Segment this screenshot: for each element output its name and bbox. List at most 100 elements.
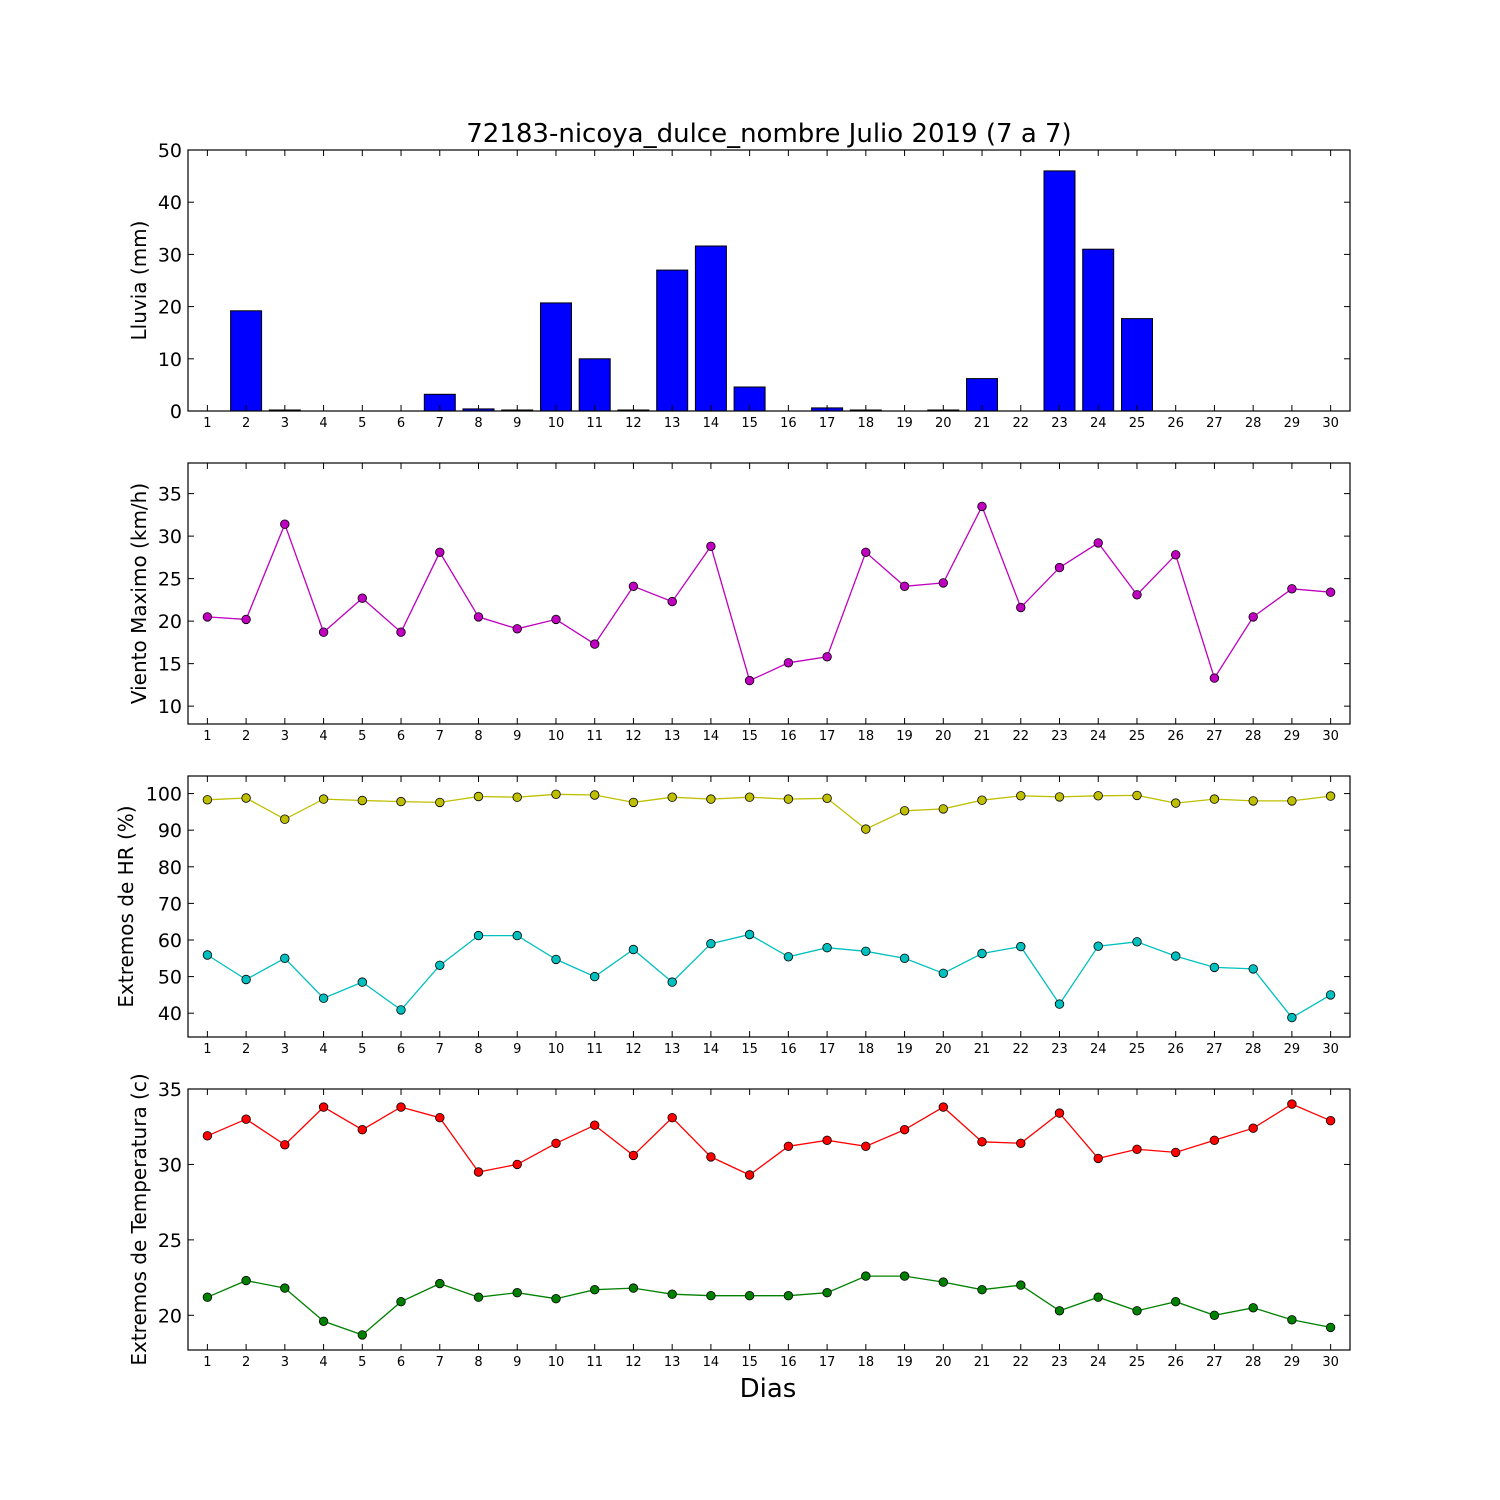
point-s1-day-28 [1248,612,1258,622]
plot-frame [187,1088,1351,1351]
xtick-label: 25 [1129,729,1146,744]
xtick-label: 10 [548,1042,565,1057]
point-s1-day-15 [744,675,755,686]
point-s2-day-28 [1248,964,1258,974]
point-s1-day-11 [590,790,600,800]
point-s2-day-12 [628,944,639,955]
xtick-label: 27 [1206,729,1223,744]
xtick-label: 3 [281,416,289,431]
point-s2-day-17 [822,943,832,953]
point-s1-day-6 [396,1102,406,1112]
point-s1-day-30 [1325,587,1336,597]
xtick-label: 1 [203,416,211,431]
point-s1-day-1 [202,795,213,805]
point-s1-day-29 [1287,1099,1297,1109]
point-s2-day-15 [744,929,755,940]
xtick-label: 2 [242,416,250,431]
point-s1-day-26 [1170,550,1181,560]
point-s2-day-27 [1209,962,1220,973]
ytick-label: 10 [158,349,182,371]
xtick-label: 25 [1129,416,1146,431]
xtick-label: 25 [1129,1042,1146,1057]
point-s2-day-6 [396,1005,406,1015]
point-s1-day-27 [1209,1135,1220,1146]
xtick-label: 22 [1012,416,1029,431]
xtick-label: 22 [1012,729,1029,744]
xtick-label: 9 [513,729,521,744]
plot-frame [187,149,1351,412]
y-axis-label: Viento Maximo (km/h) [127,483,151,704]
point-s2-day-3 [280,1283,290,1293]
point-s2-day-4 [318,1316,329,1327]
xtick-label: 6 [397,1042,405,1057]
point-s2-day-22 [1016,1280,1026,1290]
xtick-label: 14 [703,729,720,744]
y-axis-label: Lluvia (mm) [127,221,151,341]
point-s1-day-12 [628,581,639,592]
point-s2-day-9 [512,930,522,941]
xtick-label: 11 [586,1042,603,1057]
point-s1-day-7 [435,797,445,808]
point-s2-day-14 [706,939,716,949]
bar-day-13 [656,269,689,412]
xtick-label: 29 [1284,416,1301,431]
xtick-label: 20 [935,1355,952,1370]
xtick-label: 21 [974,416,991,431]
xtick-label: 5 [358,729,366,744]
bar-day-23 [1043,170,1076,412]
point-s1-day-10 [551,1138,561,1149]
xtick-label: 18 [858,729,875,744]
ytick-label: 25 [158,569,182,591]
xtick-label: 28 [1245,729,1262,744]
xtick-label: 15 [741,729,758,744]
xtick-label: 7 [436,1355,444,1370]
point-s2-day-16 [783,952,794,962]
point-s1-day-4 [318,794,329,804]
point-s2-day-23 [1054,999,1065,1009]
xtick-label: 1 [203,1042,211,1057]
point-s2-day-24 [1093,941,1103,951]
xtick-label: 18 [858,416,875,431]
xtick-label: 16 [780,1042,797,1057]
bar-day-11 [578,358,611,412]
point-s1-day-9 [512,1159,522,1170]
xtick-label: 8 [474,416,482,431]
point-s2-day-30 [1325,1322,1336,1333]
point-s1-day-8 [473,791,484,802]
point-s1-day-1 [202,1131,213,1141]
xtick-label: 2 [242,1355,250,1370]
point-s1-day-16 [783,1141,794,1152]
point-s1-day-22 [1016,1138,1026,1149]
xtick-label: 12 [625,1355,642,1370]
xtick-label: 4 [319,416,327,431]
ytick-label: 20 [158,611,182,633]
xtick-label: 13 [664,416,681,431]
xtick-label: 14 [703,1042,720,1057]
point-s2-day-2 [241,974,251,985]
xtick-label: 6 [397,416,405,431]
xtick-label: 14 [703,1355,720,1370]
ytick-label: 10 [158,696,182,718]
ytick-label: 30 [158,1154,182,1176]
point-s1-day-24 [1093,791,1103,801]
point-s2-day-20 [938,968,949,979]
xtick-label: 13 [664,1355,681,1370]
xtick-label: 23 [1051,1042,1068,1057]
xtick-label: 20 [935,1042,952,1057]
xtick-label: 25 [1129,1355,1146,1370]
xtick-label: 13 [664,1042,681,1057]
xtick-label: 12 [625,416,642,431]
xtick-label: 6 [397,729,405,744]
xtick-label: 16 [780,729,797,744]
point-s2-day-10 [551,1293,561,1304]
point-s2-day-29 [1287,1012,1297,1023]
xtick-label: 26 [1167,1042,1184,1057]
point-s1-day-26 [1170,798,1181,808]
xtick-label: 10 [548,1355,565,1370]
xtick-label: 22 [1012,1355,1029,1370]
point-s1-day-17 [822,652,832,662]
xtick-label: 3 [281,1042,289,1057]
xtick-label: 12 [625,729,642,744]
xtick-label: 19 [896,1042,913,1057]
